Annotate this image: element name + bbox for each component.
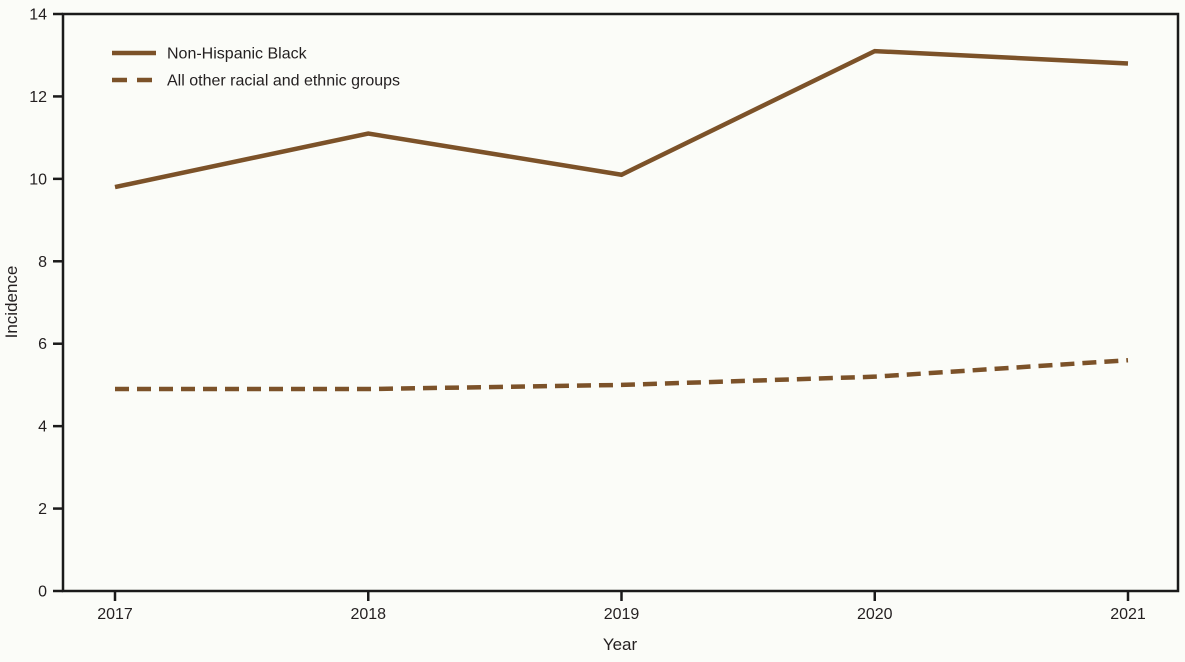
x-tick-label-2017: 2017 xyxy=(97,606,133,623)
plot-border xyxy=(61,12,1180,593)
y-tick-label-12: 12 xyxy=(29,89,47,106)
legend-label-non-hispanic-black: Non-Hispanic Black xyxy=(167,46,308,63)
y-tick-label-4: 4 xyxy=(38,419,47,436)
y-tick-label-6: 6 xyxy=(38,336,47,353)
legend-label-all-other-groups: All other racial and ethnic groups xyxy=(167,73,400,90)
x-tick-label-2021: 2021 xyxy=(1110,606,1146,623)
y-tick-label-2: 2 xyxy=(38,501,47,518)
series-line-non-hispanic-black xyxy=(114,48,1129,190)
legend: Non-Hispanic Black All other racial and … xyxy=(112,46,400,90)
series-line-all-other-racial-and-ethnic-groups xyxy=(115,357,1129,392)
data-series xyxy=(114,48,1129,392)
y-tick-label-14: 14 xyxy=(29,7,47,24)
y-tick-label-8: 8 xyxy=(38,254,47,271)
y-tick-label-10: 10 xyxy=(29,171,47,188)
y-axis-ticks: 0 2 4 6 8 10 12 14 xyxy=(29,7,63,601)
x-tick-label-2019: 2019 xyxy=(604,606,640,623)
x-axis-title: Year xyxy=(603,635,638,654)
y-axis-title: Incidence xyxy=(2,266,21,339)
x-tick-label-2020: 2020 xyxy=(857,606,893,623)
y-tick-label-0: 0 xyxy=(38,584,47,601)
x-axis-ticks: 2017 2018 2019 2020 2021 xyxy=(97,591,1146,623)
plot-area xyxy=(61,12,1180,593)
x-tick-label-2018: 2018 xyxy=(350,606,386,623)
